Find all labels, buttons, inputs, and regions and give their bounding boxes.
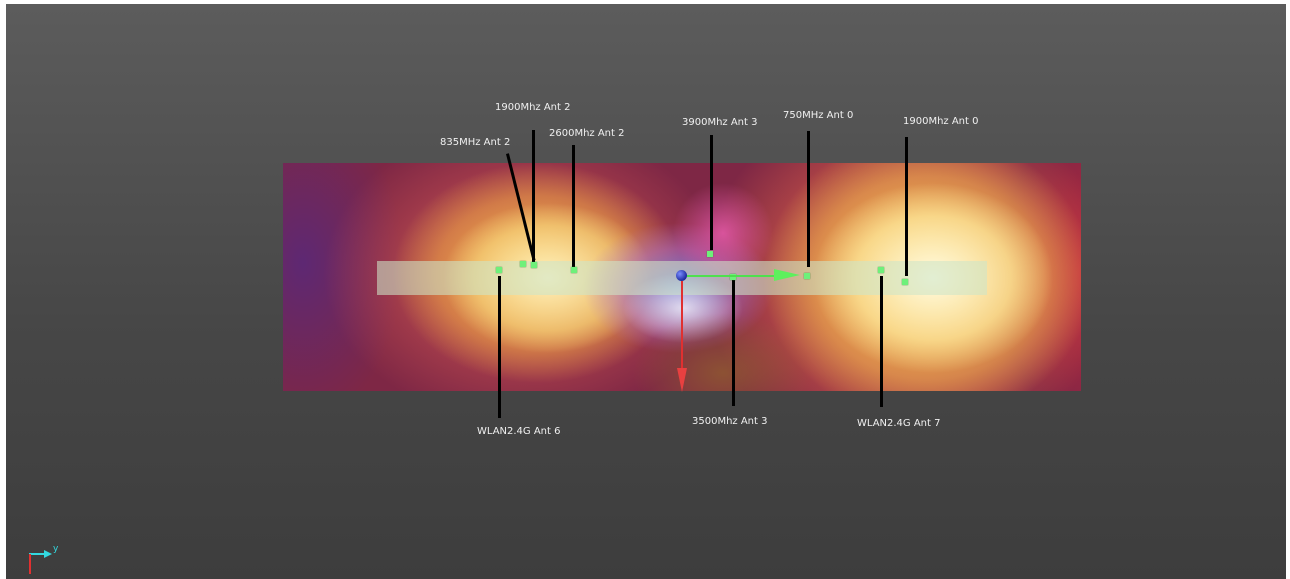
- gizmo-z-axis[interactable]: [681, 281, 683, 371]
- antenna-label-1900-ant0: 1900Mhz Ant 0: [903, 116, 979, 127]
- leader-line-750-ant0: [807, 131, 810, 267]
- leader-line-1900-ant0: [905, 137, 908, 276]
- leader-line-3900-ant3: [710, 135, 713, 250]
- antenna-label-3900-ant3: 3900Mhz Ant 3: [682, 117, 758, 128]
- antenna-label-750-ant0: 750MHz Ant 0: [783, 110, 854, 121]
- antenna-label-1900-ant2: 1900Mhz Ant 2: [495, 102, 571, 113]
- marker-2600-ant2[interactable]: [571, 267, 577, 273]
- marker-835-ant2[interactable]: [520, 261, 526, 267]
- marker-wlan-ant6[interactable]: [496, 267, 502, 273]
- antenna-label-835-ant2: 835MHz Ant 2: [440, 137, 511, 148]
- marker-3900-ant3[interactable]: [707, 251, 713, 257]
- antenna-label-3500-ant3: 3500Mhz Ant 3: [692, 416, 768, 427]
- 3d-viewport[interactable]: 835MHz Ant 2 1900Mhz Ant 2 2600Mhz Ant 2…: [6, 4, 1286, 579]
- gizmo-origin-sphere[interactable]: [676, 270, 687, 281]
- leader-line-2600-ant2: [572, 145, 575, 268]
- leader-line-3500-ant3: [732, 280, 735, 406]
- triad-y-arrow-icon: [44, 550, 52, 558]
- antenna-label-2600-ant2: 2600Mhz Ant 2: [549, 128, 625, 139]
- antenna-label-wlan-ant6: WLAN2.4G Ant 6: [477, 426, 561, 437]
- leader-line-wlan-ant7: [880, 276, 883, 407]
- gizmo-z-arrow-icon[interactable]: [677, 368, 687, 392]
- marker-3500-ant3[interactable]: [730, 274, 736, 280]
- triad-y-label: y: [53, 544, 59, 554]
- leader-line-wlan-ant6: [498, 276, 501, 418]
- marker-1900-ant2[interactable]: [531, 262, 537, 268]
- marker-1900-ant0[interactable]: [902, 279, 908, 285]
- orientation-triad: y: [22, 544, 62, 578]
- gizmo-x-arrow-icon[interactable]: [774, 269, 800, 281]
- triad-z-axis: [29, 554, 31, 574]
- antenna-label-wlan-ant7: WLAN2.4G Ant 7: [857, 418, 941, 429]
- triad-y-axis: [29, 553, 47, 555]
- marker-wlan-ant7[interactable]: [878, 267, 884, 273]
- gizmo-x-axis[interactable]: [687, 275, 782, 277]
- leader-line-1900-ant2: [532, 130, 535, 264]
- marker-750-ant0[interactable]: [804, 273, 810, 279]
